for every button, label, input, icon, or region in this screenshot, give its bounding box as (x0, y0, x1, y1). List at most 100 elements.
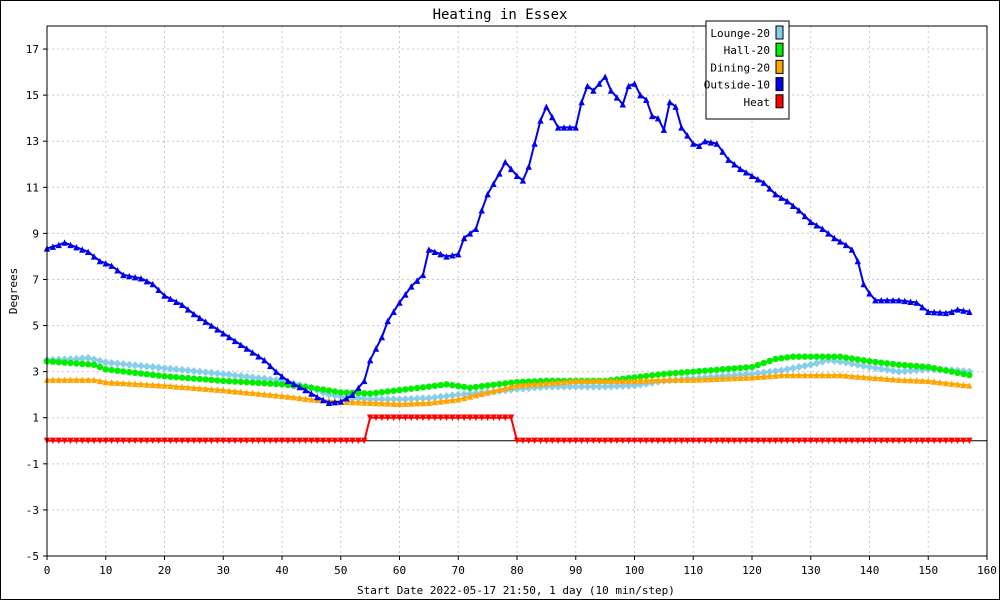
legend-swatch (775, 94, 784, 109)
data-point (383, 395, 392, 404)
data-point (860, 357, 867, 364)
data-point (625, 437, 632, 444)
legend-label: Heat (744, 96, 771, 109)
data-point (660, 437, 668, 444)
data-point (806, 360, 815, 369)
x-tick-label: 120 (742, 564, 762, 577)
data-point (725, 437, 732, 444)
data-point (648, 112, 656, 120)
data-point (737, 374, 744, 382)
data-point (778, 437, 785, 444)
data-point (502, 158, 509, 166)
x-tick-label: 40 (275, 564, 288, 577)
data-point (942, 367, 950, 374)
data-point (789, 364, 798, 373)
data-point (907, 362, 914, 369)
data-point (402, 386, 409, 393)
data-point (789, 353, 797, 360)
data-point (190, 437, 198, 444)
y-tick-label: -5 (26, 550, 39, 563)
data-point (860, 437, 867, 444)
data-point (237, 388, 245, 396)
data-point (267, 391, 274, 398)
data-point (560, 124, 568, 131)
data-point (607, 382, 615, 391)
data-point (742, 437, 750, 444)
data-point (784, 197, 791, 205)
data-point (819, 371, 826, 379)
data-point (372, 389, 380, 397)
data-point (437, 398, 444, 405)
data-point (79, 376, 86, 383)
y-tick-label: 9 (32, 227, 39, 240)
data-point (854, 373, 861, 380)
data-point (337, 389, 344, 396)
data-point (795, 371, 803, 379)
data-point (678, 376, 685, 383)
data-point (355, 389, 362, 397)
series-heat (43, 414, 973, 444)
data-point (760, 179, 767, 186)
x-tick-label: 100 (625, 564, 645, 577)
data-point (701, 367, 709, 374)
data-point (948, 380, 955, 387)
data-point (818, 357, 827, 366)
data-point (684, 132, 691, 139)
data-point (149, 381, 156, 388)
data-point (883, 297, 891, 304)
data-point (666, 376, 673, 383)
data-point (448, 391, 457, 400)
data-point (355, 399, 362, 406)
data-point (149, 280, 156, 288)
data-point (543, 103, 550, 110)
data-point (883, 437, 891, 444)
data-point (842, 354, 850, 361)
data-point (601, 437, 609, 444)
legend-label: Outside-10 (704, 79, 770, 92)
data-point (637, 377, 644, 384)
legend-swatch (775, 25, 784, 40)
data-point (296, 383, 303, 391)
data-point (61, 359, 68, 366)
data-point (272, 437, 280, 444)
data-point (778, 194, 785, 201)
data-point (249, 379, 256, 386)
data-point (672, 369, 679, 377)
data-point (361, 390, 368, 397)
data-point (372, 395, 380, 404)
data-point (95, 356, 104, 365)
data-point (325, 387, 333, 394)
data-point (936, 379, 944, 386)
data-point (807, 371, 814, 379)
data-point (789, 202, 797, 209)
data-point (836, 238, 844, 245)
data-point (754, 176, 762, 183)
data-point (925, 437, 932, 444)
data-point (719, 148, 726, 155)
data-point (825, 437, 832, 444)
data-point (701, 376, 709, 383)
data-point (154, 363, 163, 372)
data-point (296, 437, 303, 444)
data-point (707, 367, 715, 374)
data-point (572, 377, 579, 385)
data-point (208, 437, 215, 444)
data-point (126, 272, 133, 280)
data-point (966, 437, 973, 444)
data-point (813, 437, 820, 444)
data-point (325, 399, 333, 406)
data-point (55, 437, 62, 444)
data-point (137, 361, 145, 370)
data-point (261, 356, 268, 364)
data-point (155, 372, 162, 379)
data-point (766, 372, 773, 380)
data-point (660, 376, 668, 383)
data-point (120, 379, 127, 387)
data-point (584, 437, 591, 444)
data-point (184, 306, 192, 313)
data-point (607, 437, 615, 444)
data-point (431, 382, 438, 390)
data-point (666, 437, 673, 444)
data-point (930, 364, 938, 372)
data-point (78, 354, 87, 363)
